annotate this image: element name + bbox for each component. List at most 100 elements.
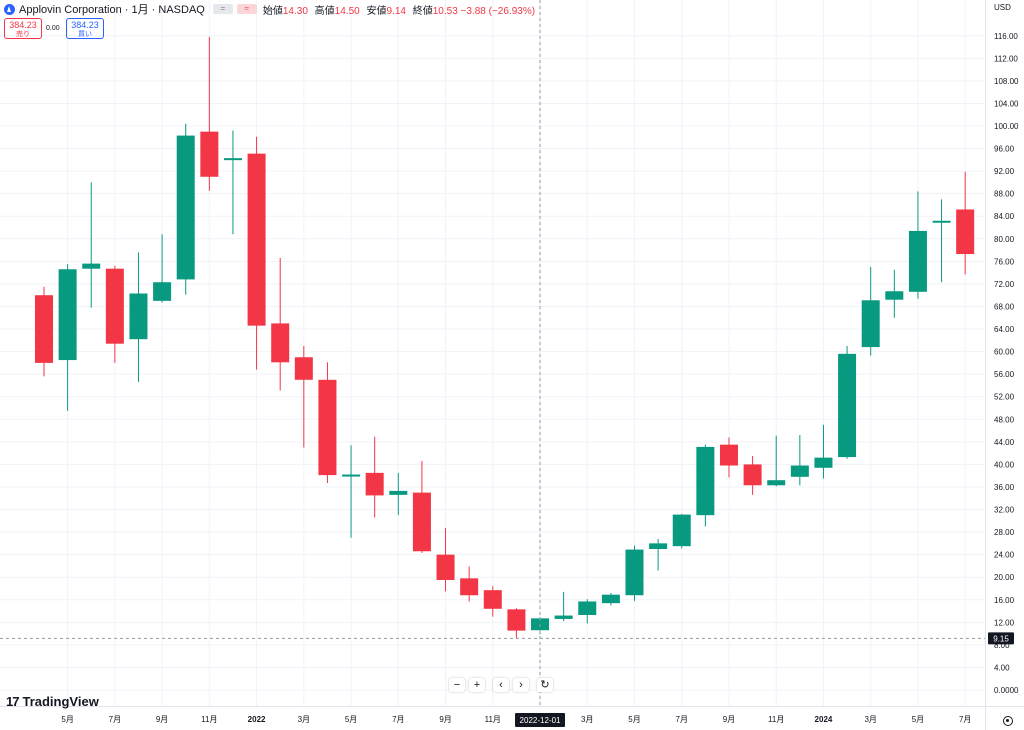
y-tick-label: 96.00 — [994, 145, 1015, 154]
candle-body — [342, 474, 361, 477]
x-tick-label: 5月 — [628, 715, 640, 724]
x-tick-label: 9月 — [156, 715, 168, 724]
buy-button[interactable]: 384.23 買い — [66, 18, 104, 39]
candle — [601, 592, 620, 606]
sell-price: 384.23 — [9, 20, 37, 30]
x-tick-label: 2022 — [248, 715, 266, 724]
candle — [35, 286, 53, 377]
candle — [743, 455, 762, 495]
y-tick-label: 44.00 — [994, 438, 1015, 447]
x-tick-label: 11月 — [485, 715, 501, 724]
y-tick-label: 88.00 — [994, 190, 1015, 199]
candle-body — [767, 480, 786, 486]
candle-body — [82, 263, 101, 269]
applovin-logo-icon — [4, 3, 15, 15]
y-tick-label: 24.00 — [994, 551, 1015, 560]
y-tick-label: 112.00 — [994, 54, 1018, 63]
candle-body — [838, 353, 857, 458]
candle-body — [460, 578, 479, 596]
candle — [885, 269, 904, 318]
x-tick-label: 5月 — [912, 715, 924, 724]
ohlc-high-key: 高値 — [314, 5, 335, 17]
x-tick-label: 5月 — [61, 715, 73, 724]
y-tick-label: 84.00 — [994, 212, 1015, 221]
y-tick-label: 100.00 — [994, 122, 1019, 131]
candle — [932, 199, 951, 283]
candle — [908, 191, 927, 299]
sell-button[interactable]: 384.23 売り — [4, 18, 42, 39]
x-tick-label: 7月 — [959, 715, 971, 724]
crosshair-price-box — [988, 632, 1014, 645]
candle — [814, 424, 833, 479]
zoom-in-button[interactable]: + — [469, 678, 485, 692]
chip-gray-icon[interactable]: = — [212, 4, 233, 14]
candle — [176, 123, 195, 295]
y-tick-label: 12.00 — [994, 618, 1015, 627]
y-tick-label: 40.00 — [994, 460, 1015, 469]
x-tick-label: 11月 — [768, 715, 784, 724]
candle — [412, 461, 431, 553]
reset-view-button[interactable]: ↻ — [537, 678, 553, 692]
candle — [342, 445, 361, 538]
y-tick-label: 60.00 — [994, 348, 1015, 357]
tradingview-logo[interactable]: 17 TradingView — [6, 692, 99, 710]
candle — [247, 136, 266, 370]
candle-body — [365, 472, 384, 496]
candle — [578, 599, 597, 624]
candle-body — [861, 300, 880, 348]
candle-body — [578, 601, 597, 615]
candle-body — [271, 323, 290, 363]
y-tick-label: 56.00 — [994, 370, 1015, 379]
candle — [436, 528, 455, 592]
candle — [790, 435, 809, 486]
candle — [389, 472, 408, 516]
candle-body — [294, 357, 313, 380]
candles — [35, 36, 975, 639]
candle — [365, 436, 384, 518]
sell-label: 売り — [16, 31, 30, 38]
y-tick-label: 68.00 — [994, 302, 1015, 311]
candle — [223, 130, 242, 235]
tradingview-wordmark: TradingView — [22, 693, 99, 709]
candle-body — [885, 291, 904, 300]
y-tick-label: 0.0000 — [994, 686, 1019, 695]
candle-body — [507, 609, 526, 631]
symbol-title[interactable]: Applovin Corporation · 1月 · NASDAQ — [19, 4, 205, 16]
currency-label[interactable]: USD — [994, 3, 1011, 12]
settings-gear-icon[interactable] — [1003, 716, 1013, 726]
ohlc-close-value: 10.53 −3.88 (−26.93%) — [432, 5, 536, 17]
candle-body — [318, 379, 337, 476]
ohlc-high-value: 14.50 — [334, 5, 360, 17]
x-tick-label: 5月 — [345, 715, 357, 724]
y-tick-label: 116.00 — [994, 32, 1018, 41]
candle — [672, 514, 691, 549]
candle — [625, 545, 644, 601]
candle-body — [483, 590, 502, 609]
ohlc-low-key: 安値 — [366, 5, 387, 17]
y-tick-label: 64.00 — [994, 325, 1015, 334]
x-tick-label: 7月 — [392, 715, 404, 724]
zoom-out-button[interactable]: − — [449, 678, 465, 692]
candle-body — [389, 490, 408, 495]
scroll-left-button[interactable]: ‹ — [493, 678, 509, 692]
candle-body — [790, 465, 809, 477]
candle — [838, 345, 857, 459]
candle-body — [672, 514, 691, 547]
candle-body — [719, 444, 738, 466]
candle-body — [223, 158, 242, 161]
candle-body — [200, 131, 219, 177]
candle-body — [908, 230, 927, 292]
candle-body — [247, 153, 266, 326]
scroll-right-button[interactable]: › — [513, 678, 529, 692]
candle — [861, 267, 880, 356]
x-tick-label: 3月 — [298, 715, 310, 724]
y-tick-label: 80.00 — [994, 235, 1015, 244]
crosshair-price-label: 9.15 — [993, 634, 1009, 643]
y-tick-label: 52.00 — [994, 393, 1015, 402]
chip-red-icon[interactable]: ≈ — [236, 4, 257, 14]
candle-body — [956, 209, 975, 255]
x-tick-label: 9月 — [439, 715, 451, 724]
y-tick-label: 16.00 — [994, 596, 1015, 605]
candle — [507, 608, 526, 639]
